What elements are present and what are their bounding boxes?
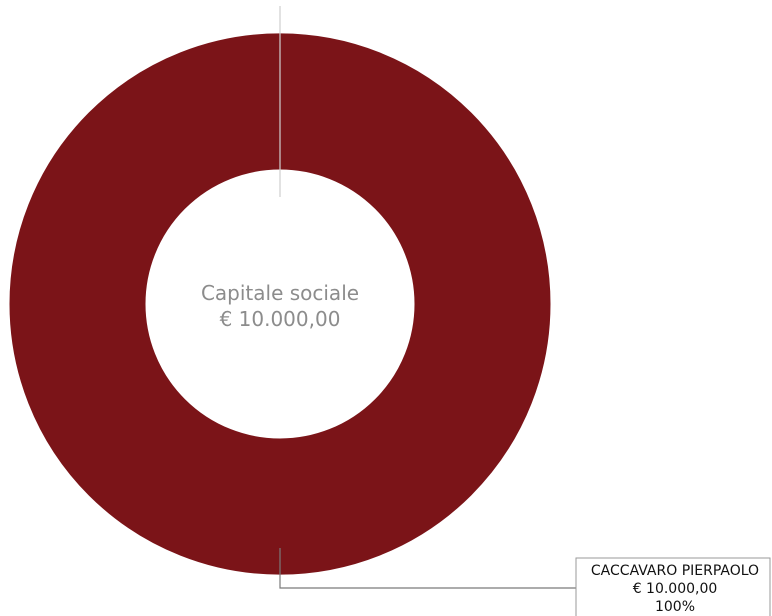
donut-slices <box>9 33 551 575</box>
center-total: € 10.000,00 <box>220 307 341 331</box>
slice-value-label: € 10.000,00 <box>633 581 718 597</box>
center-title: Capitale sociale <box>201 281 359 305</box>
donut-slice-0[interactable] <box>9 33 551 575</box>
slice-leader-line <box>279 548 576 589</box>
slice-label: CACCAVARO PIERPAOLO <box>591 563 759 579</box>
slice-callout-box <box>575 557 771 616</box>
slice-percent-label: 100% <box>655 599 695 615</box>
